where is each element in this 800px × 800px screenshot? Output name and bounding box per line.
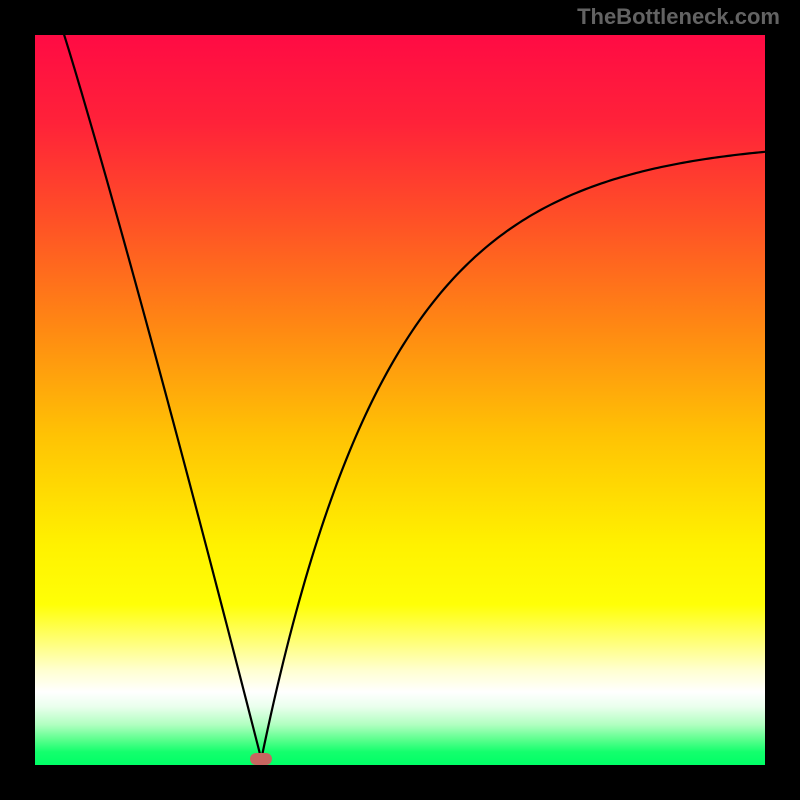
plot-area (35, 35, 765, 765)
optimal-point-marker (250, 753, 272, 765)
bottleneck-curve (35, 35, 765, 765)
watermark-text: TheBottleneck.com (577, 4, 780, 30)
chart-container: TheBottleneck.com (0, 0, 800, 800)
